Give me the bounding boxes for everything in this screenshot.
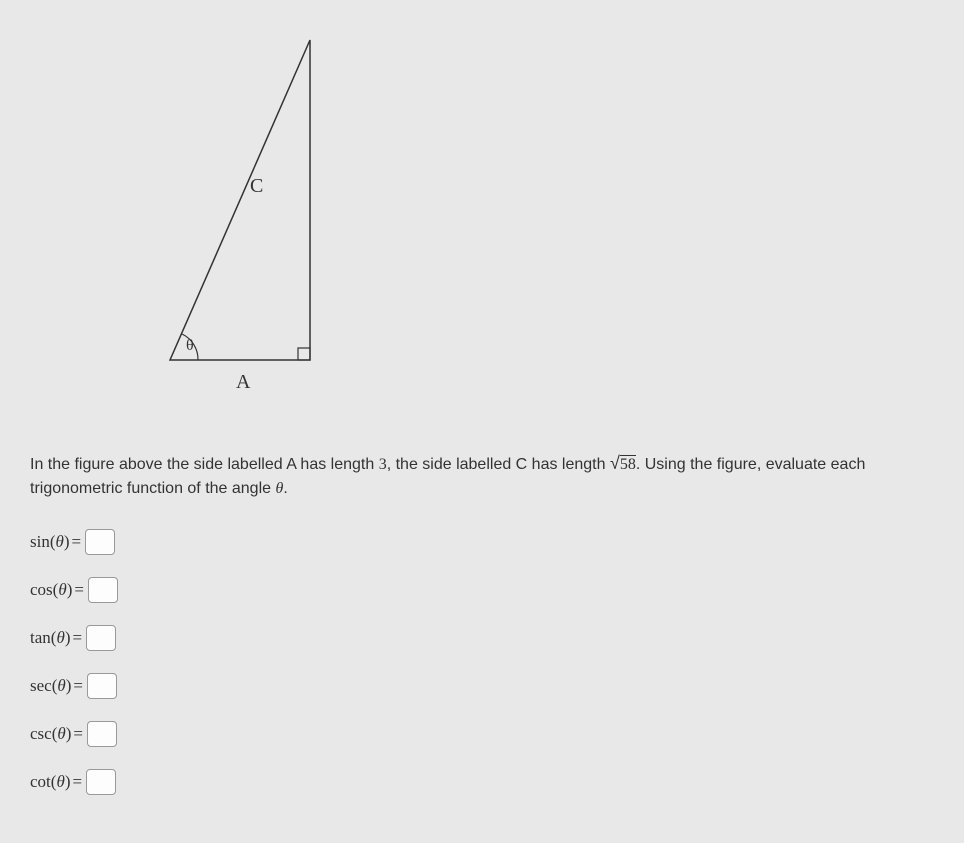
cos-input[interactable]	[88, 577, 118, 603]
label-base: A	[236, 371, 251, 393]
problem-text-mid: , the side labelled C has length	[387, 456, 610, 473]
problem-statement: In the figure above the side labelled A …	[30, 450, 934, 501]
problem-text-prefix: In the figure above the side labelled A …	[30, 456, 379, 473]
triangle-shape	[170, 40, 310, 360]
right-angle-marker	[298, 348, 310, 360]
func-label: tan(θ)	[30, 628, 70, 648]
triangle-diagram: C A θ	[150, 20, 410, 410]
length-a-value: 3	[379, 456, 387, 473]
answer-row-sin: sin(θ) =	[30, 529, 934, 555]
equals-sign: =	[72, 628, 82, 648]
sqrt-expression: √58	[610, 456, 636, 473]
label-angle-theta: θ	[186, 337, 194, 354]
tan-input[interactable]	[86, 625, 116, 651]
func-label: sin(θ)	[30, 532, 70, 552]
radical-symbol: √	[610, 453, 620, 473]
answer-row-cos: cos(θ) =	[30, 577, 934, 603]
cot-input[interactable]	[86, 769, 116, 795]
equals-sign: =	[72, 532, 82, 552]
equals-sign: =	[72, 772, 82, 792]
page-container: C A θ In the figure above the side label…	[0, 0, 964, 843]
sec-input[interactable]	[87, 673, 117, 699]
sin-input[interactable]	[85, 529, 115, 555]
func-label: cos(θ)	[30, 580, 72, 600]
answer-row-cot: cot(θ) =	[30, 769, 934, 795]
equals-sign: =	[73, 676, 83, 696]
answer-row-tan: tan(θ) =	[30, 625, 934, 651]
answer-row-csc: csc(θ) =	[30, 721, 934, 747]
problem-text-suffix2: .	[283, 480, 287, 497]
figure-area: C A θ	[30, 20, 934, 420]
answer-row-sec: sec(θ) =	[30, 673, 934, 699]
answers-list: sin(θ) = cos(θ) = tan(θ) = sec(θ) = csc(…	[30, 529, 934, 795]
equals-sign: =	[73, 724, 83, 744]
equals-sign: =	[74, 580, 84, 600]
label-hypotenuse: C	[250, 175, 263, 197]
csc-input[interactable]	[87, 721, 117, 747]
func-label: cot(θ)	[30, 772, 70, 792]
func-label: csc(θ)	[30, 724, 71, 744]
length-c-radicand: 58	[620, 455, 636, 473]
func-label: sec(θ)	[30, 676, 71, 696]
